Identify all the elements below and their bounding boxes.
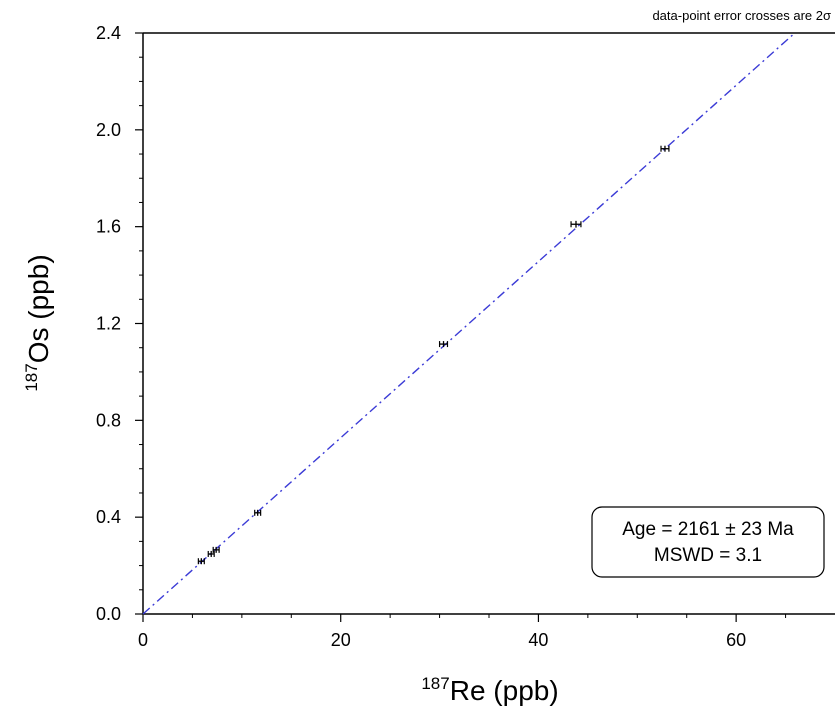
- x-tick-label: 60: [726, 630, 746, 650]
- x-tick-label: 0: [138, 630, 148, 650]
- y-tick-label: 2.4: [96, 23, 121, 43]
- data-point: [254, 509, 262, 516]
- x-axis-ticks: 0 20 40 60: [138, 614, 787, 650]
- y-tick-label: 2.0: [96, 120, 121, 140]
- y-tick-label: 1.2: [96, 314, 121, 334]
- y-axis-title-text: Os (ppb): [23, 254, 54, 363]
- y-axis-title: 187Os (ppb): [22, 254, 54, 391]
- data-point: [212, 546, 220, 553]
- data-points: [197, 145, 670, 565]
- regression-line-group: [142, 32, 796, 615]
- regression-line: [142, 32, 796, 615]
- data-point: [660, 145, 670, 152]
- x-axis-title-superscript: 187: [421, 674, 449, 693]
- x-axis-title-text: Re (ppb): [450, 675, 559, 706]
- y-tick-label: 0.4: [96, 507, 121, 527]
- error-note: data-point error crosses are 2σ: [652, 8, 831, 23]
- y-tick-label: 1.6: [96, 217, 121, 237]
- mswd-text: MSWD = 3.1: [654, 545, 762, 566]
- y-tick-label: 0.0: [96, 604, 121, 624]
- x-tick-label: 20: [331, 630, 351, 650]
- y-axis-ticks: 0.0 0.4 0.8 1.2 1.6 2.0 2.4: [96, 23, 143, 624]
- annotation-frame: [591, 506, 825, 578]
- age-text: Age = 2161 ± 23 Ma: [622, 519, 794, 540]
- data-point: [438, 341, 449, 348]
- data-point: [570, 220, 582, 228]
- age-annotation-box: Age = 2161 ± 23 Ma MSWD = 3.1: [591, 506, 825, 578]
- x-axis-title: 187Re (ppb): [421, 674, 558, 706]
- y-axis-title-superscript: 187: [22, 363, 41, 391]
- x-tick-label: 40: [528, 630, 548, 650]
- data-point: [207, 550, 215, 557]
- y-tick-label: 0.8: [96, 410, 121, 430]
- data-point: [197, 558, 205, 565]
